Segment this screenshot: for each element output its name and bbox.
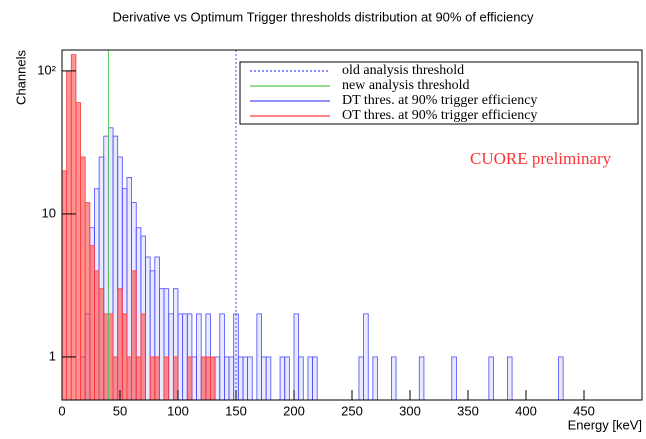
- histogram-bar: [507, 356, 513, 401]
- histogram-bar: [261, 356, 267, 401]
- y-axis-label: Channels: [13, 50, 28, 105]
- histogram-bar: [149, 356, 156, 401]
- histogram-bar: [205, 356, 211, 401]
- histogram-bar: [242, 356, 249, 401]
- histogram-bar: [186, 356, 193, 401]
- legend-label: DT thres. at 90% trigger efficiency: [342, 93, 537, 108]
- histogram-bar: [219, 313, 225, 401]
- x-tick-label: 450: [573, 403, 595, 418]
- x-tick-label: 150: [225, 403, 247, 418]
- histogram-bar: [80, 156, 86, 401]
- x-tick-label: 100: [167, 403, 189, 418]
- histogram-bar: [418, 356, 425, 401]
- y-tick-label: 10²: [37, 62, 56, 77]
- x-tick-label: 350: [457, 403, 479, 418]
- histogram-bar: [247, 356, 253, 401]
- histogram-bar: [177, 313, 184, 401]
- histogram-bar: [145, 256, 151, 401]
- histogram-bar: [121, 313, 128, 401]
- x-tick-label: 200: [283, 403, 305, 418]
- legend-box: [239, 61, 639, 125]
- histogram-bar: [223, 356, 230, 401]
- histogram-bar: [451, 356, 457, 401]
- histogram-bar: [214, 356, 221, 401]
- legend-label: old analysis threshold: [342, 63, 464, 78]
- chart-title: Derivative vs Optimum Trigger thresholds…: [113, 9, 534, 24]
- histogram-bar: [70, 54, 77, 401]
- histogram-bar: [363, 313, 369, 401]
- histogram-bar: [61, 170, 68, 401]
- histogram-bar: [284, 356, 290, 401]
- y-tick-label: 1: [49, 348, 56, 363]
- histogram-bar: [293, 313, 300, 401]
- histogram-bar: [391, 356, 397, 401]
- histogram-bar: [126, 356, 132, 401]
- x-tick-label: 50: [113, 403, 127, 418]
- histogram-bar: [191, 356, 197, 401]
- histogram-bar: [108, 313, 114, 401]
- histogram-bar: [75, 102, 81, 401]
- histogram-bar: [84, 202, 91, 401]
- annotation: CUORE preliminary: [470, 149, 612, 168]
- histogram-bar: [298, 356, 304, 401]
- histogram-bar: [372, 356, 378, 401]
- histogram-bar: [210, 356, 216, 401]
- legend-label: OT thres. at 90% trigger efficiency: [342, 108, 537, 123]
- histogram-bar: [307, 356, 313, 401]
- histogram-bar: [558, 356, 564, 401]
- histogram-bar: [312, 356, 318, 401]
- histogram-bar: [135, 356, 142, 401]
- histogram-bar: [112, 356, 119, 401]
- histogram-bar: [163, 356, 170, 401]
- histogram-bar: [117, 288, 123, 401]
- x-tick-label: 300: [399, 403, 421, 418]
- x-tick-label: 400: [515, 403, 537, 418]
- histogram-bar: [358, 356, 364, 401]
- histogram-bar: [94, 270, 100, 401]
- x-tick-label: 250: [341, 403, 363, 418]
- histogram-bar: [98, 288, 105, 401]
- histogram-bar: [131, 270, 137, 401]
- histogram-bar: [172, 356, 179, 401]
- histogram-bar: [196, 313, 202, 401]
- histogram-bar: [168, 313, 174, 401]
- histogram-bar: [159, 288, 165, 401]
- histogram-bar: [154, 356, 160, 401]
- y-tick-label: 10: [42, 205, 56, 220]
- histogram-bar: [200, 356, 207, 401]
- x-axis-label: Energy [keV]: [568, 417, 642, 432]
- histogram-bar: [182, 313, 188, 401]
- histogram-bar: [103, 313, 109, 401]
- histogram-bar: [140, 313, 146, 401]
- histogram-bar: [237, 356, 244, 401]
- x-tick-label: 0: [58, 403, 65, 418]
- histogram-bar: [66, 70, 72, 401]
- histogram-bar: [89, 245, 95, 401]
- histogram-bar: [256, 313, 262, 401]
- histogram-bar: [228, 356, 235, 401]
- histogram-bar: [488, 356, 494, 401]
- legend-label: new analysis threshold: [342, 78, 470, 93]
- histogram-bar: [279, 356, 286, 401]
- histogram-bar: [265, 356, 272, 401]
